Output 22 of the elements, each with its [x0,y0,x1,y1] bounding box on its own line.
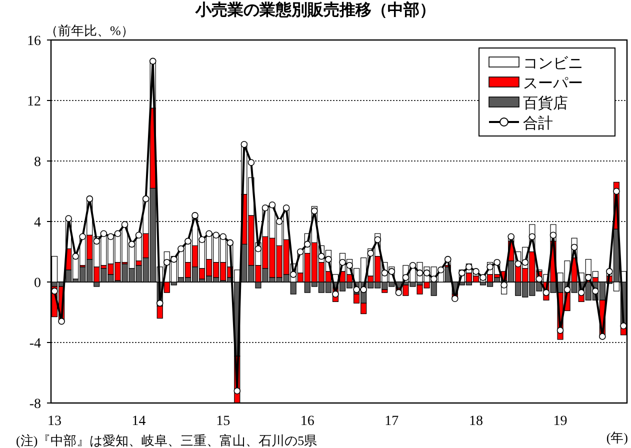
legend-label: スーパー [523,76,583,92]
y-tick-label: 0 [34,276,41,291]
x-tick-label: 15 [216,414,230,429]
legend-label: 合計 [523,115,553,132]
x-tick-label: 13 [48,414,62,429]
y-tick-label: 4 [34,216,41,230]
y-tick-label: -8 [29,397,41,412]
x-tick-label: 17 [384,414,399,429]
y-tick-label: 8 [34,155,41,170]
x-tick-label: 16 [300,414,314,429]
y-tick-label: 16 [27,34,41,49]
y-axis-title: （前年比、%） [45,23,134,38]
title: 小売業の業態別販売推移（中部） [196,2,436,19]
x-axis-title: (年) [606,430,628,445]
x-tick-label: 19 [553,414,568,429]
x-tick-label: 14 [132,414,146,429]
legend-label: 百貨店 [523,95,568,112]
y-tick-label: 12 [27,94,41,110]
y-tick-label: -4 [29,336,41,352]
text: (注)『中部』は愛知、岐阜、三重、富山、石川の5県 [16,433,318,448]
legend-label: コンビニ [523,56,583,72]
x-tick-label: 18 [468,414,483,429]
